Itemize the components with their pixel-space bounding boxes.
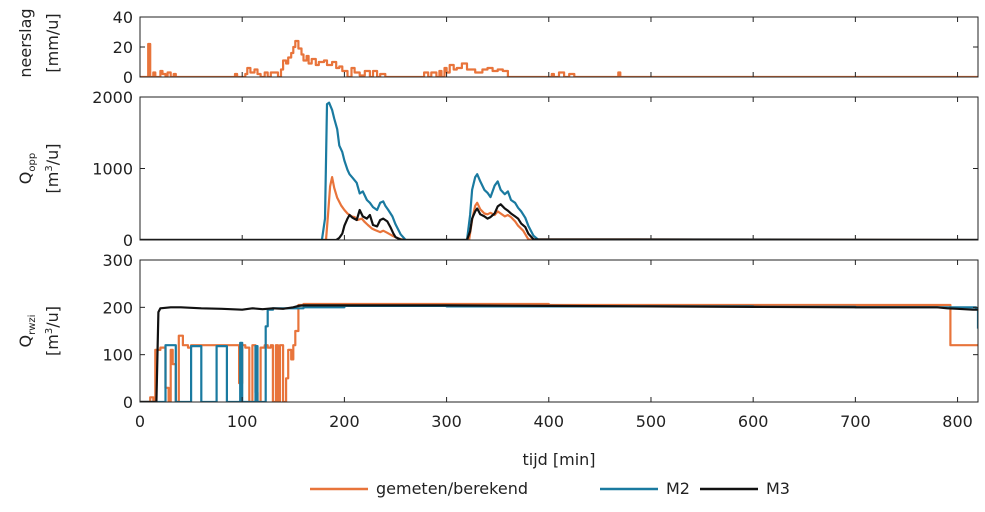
y-axis-label-main: Q	[16, 172, 35, 185]
y-axis-label-sub: rwzi	[27, 315, 38, 335]
panel-0: 0 20 40 neerslag [mm/u]	[16, 8, 979, 87]
y-axis-label-line2: [m3/u]	[43, 306, 62, 356]
series-line-gemeten-berekend	[140, 39, 978, 77]
y-axis-label-main: Q	[16, 335, 35, 348]
x-axis-label: tijd [min]	[522, 450, 595, 469]
y-tick-label: 1000	[92, 160, 133, 179]
axes-box	[139, 96, 979, 241]
y-axis-label-unit-post: /u]	[43, 306, 62, 328]
y-axis-label-unit-sup: 3	[44, 165, 55, 171]
series-line-m3	[140, 203, 978, 240]
y-tick-label: 300	[102, 251, 133, 270]
y-tick-label: 0	[123, 393, 133, 412]
legend-label: gemeten/berekend	[376, 479, 528, 498]
x-tick-label: 500	[636, 412, 667, 431]
axes-box	[139, 259, 979, 403]
y-tick-label: 2000	[92, 88, 133, 107]
y-tick-label: 40	[113, 8, 133, 27]
x-tick-label: 600	[738, 412, 769, 431]
y-axis-label-sub: opp	[27, 153, 38, 172]
x-tick-label: 200	[329, 412, 360, 431]
y-axis-label-line2: [m3/u]	[43, 144, 62, 194]
x-tick-label: 100	[227, 412, 258, 431]
y-axis-label-line1: neerslag	[16, 8, 35, 77]
y-axis-label-unit-sup: 3	[44, 328, 55, 334]
x-tick-label: 400	[534, 412, 565, 431]
legend-label: M3	[766, 479, 790, 498]
y-tick-label: 100	[102, 346, 133, 365]
series-line-gemeten-berekend	[140, 176, 978, 240]
y-tick-label: 20	[113, 38, 133, 57]
y-tick-label: 0	[123, 68, 133, 87]
y-axis-label-line1: Qopp	[16, 153, 38, 184]
legend: gemeten/berekend M2 M3	[310, 479, 790, 498]
x-tick-label: 700	[840, 412, 871, 431]
y-tick-label: 200	[102, 298, 133, 317]
x-tick-label: 800	[942, 412, 973, 431]
x-tick-label: 0	[135, 412, 145, 431]
y-axis-label-unit-pre: [m	[43, 172, 62, 194]
y-axis-label-line2: [mm/u]	[43, 13, 62, 72]
axes-box	[139, 16, 979, 78]
series-line-m3	[140, 304, 978, 402]
y-tick-label: 0	[123, 231, 133, 250]
x-tick-label: 300	[431, 412, 462, 431]
y-axis-label-line1: Qrwzi	[16, 315, 38, 348]
series-line-m2	[140, 101, 978, 240]
y-axis-label-unit-pre: [m	[43, 334, 62, 356]
legend-label: M2	[666, 479, 690, 498]
y-axis-label-unit-post: /u]	[43, 144, 62, 166]
series-line-m2	[140, 304, 978, 402]
